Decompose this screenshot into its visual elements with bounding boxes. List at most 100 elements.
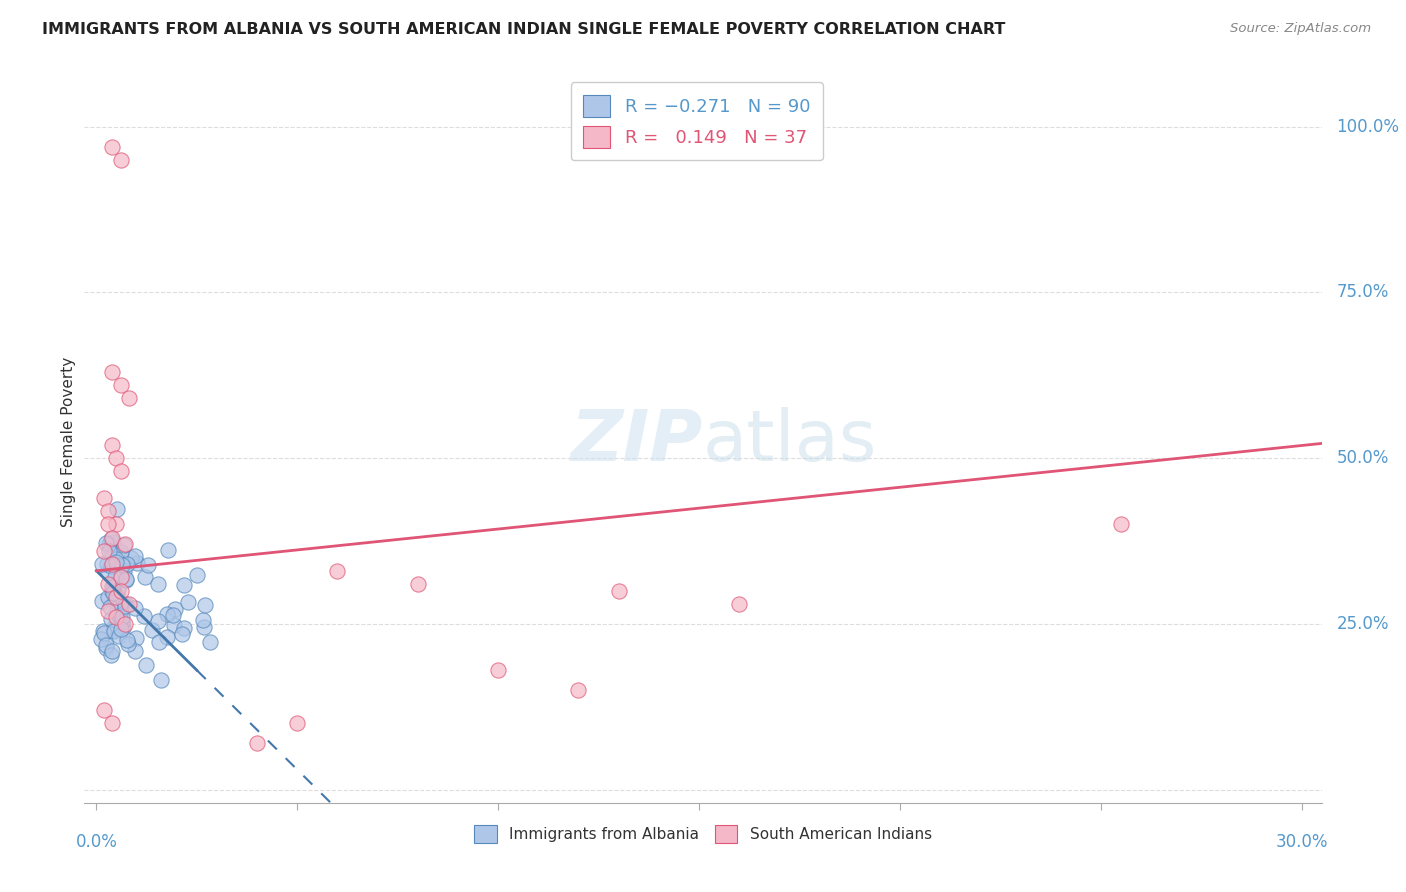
Text: 30.0%: 30.0% [1275,833,1327,851]
Point [97,577,120,591]
Point [97,517,120,532]
Point [105,610,128,624]
Point [101,365,124,379]
Point [124,600,146,615]
Point [115,557,138,571]
Point [110,545,132,559]
Point [103,620,125,634]
Point [148,635,170,649]
Point [101,586,124,600]
Point [170,627,193,641]
Point [101,580,124,594]
Y-axis label: Single Female Poverty: Single Female Poverty [60,357,76,526]
Point [486,663,509,677]
Point [101,644,124,658]
Point [108,598,131,612]
Point [326,564,349,578]
Point [93,544,115,558]
Point [101,624,124,638]
Point [107,582,129,596]
Point [105,588,128,602]
Point [117,637,139,651]
Point [156,543,179,558]
Point [127,556,149,570]
Point [112,537,135,551]
Point [110,378,132,392]
Point [148,614,170,628]
Point [124,549,146,563]
Point [162,607,184,622]
Point [163,602,186,616]
Point [150,673,173,688]
Point [141,623,163,637]
Point [114,616,136,631]
Point [101,531,124,545]
Text: atlas: atlas [703,407,877,476]
Point [93,703,115,717]
Point [134,570,156,584]
Point [103,535,125,549]
Point [105,451,128,466]
Point [101,716,124,731]
Point [728,597,751,611]
Point [100,612,122,626]
Point [103,555,125,569]
Point [146,576,169,591]
Point [177,595,200,609]
Point [110,153,132,167]
Point [97,537,120,551]
Point [173,578,195,592]
Point [285,716,308,731]
Point [96,557,118,571]
Point [173,621,195,635]
Point [136,558,159,573]
Point [101,438,124,452]
Point [103,558,125,573]
Legend: Immigrants from Albania, South American Indians: Immigrants from Albania, South American … [468,819,938,849]
Point [111,615,134,629]
Point [101,557,124,571]
Point [96,536,118,550]
Point [91,557,114,571]
Point [186,568,208,582]
Point [97,504,120,518]
Text: 75.0%: 75.0% [1337,284,1389,301]
Point [103,570,125,584]
Point [198,634,221,648]
Point [567,683,589,698]
Point [96,638,118,652]
Point [98,543,121,558]
Text: IMMIGRANTS FROM ALBANIA VS SOUTH AMERICAN INDIAN SINGLE FEMALE POVERTY CORRELATI: IMMIGRANTS FROM ALBANIA VS SOUTH AMERICA… [42,22,1005,37]
Point [246,736,269,750]
Point [110,583,132,598]
Point [406,577,429,591]
Point [163,617,186,632]
Point [111,558,134,572]
Point [93,625,115,640]
Point [90,632,112,647]
Point [156,630,179,644]
Point [194,599,217,613]
Point [114,599,136,613]
Text: 25.0%: 25.0% [1337,615,1389,632]
Point [110,622,132,636]
Point [101,139,124,153]
Text: ZIP: ZIP [571,407,703,476]
Point [115,574,138,588]
Point [105,517,128,532]
Text: 0.0%: 0.0% [76,833,117,851]
Point [108,608,131,623]
Point [105,591,128,605]
Point [112,621,135,635]
Point [104,552,127,566]
Point [134,608,156,623]
Point [101,584,124,599]
Point [100,559,122,574]
Point [117,597,139,611]
Point [193,613,215,627]
Point [1109,517,1132,532]
Point [110,570,132,584]
Point [104,593,127,607]
Point [115,633,138,648]
Point [91,593,114,607]
